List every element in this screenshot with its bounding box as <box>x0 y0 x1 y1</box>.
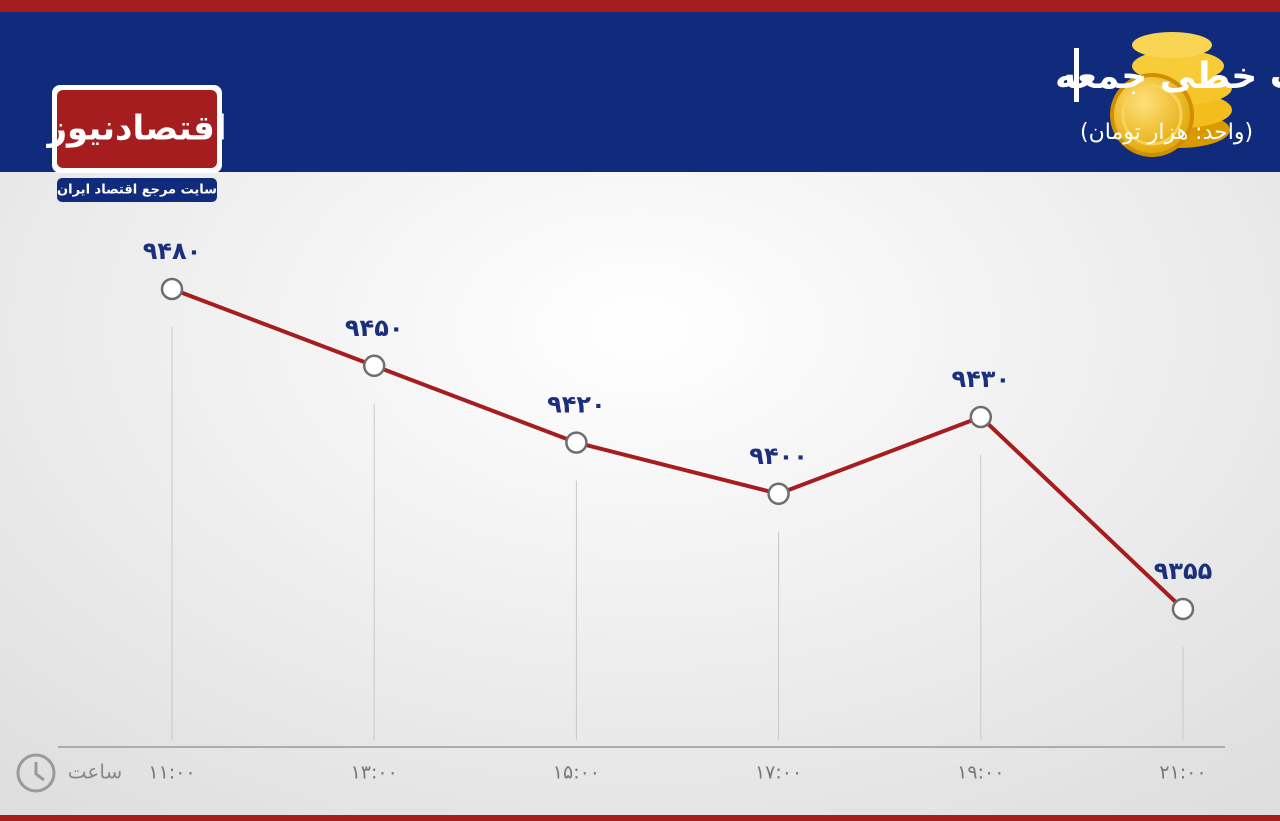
point-marker <box>565 431 588 454</box>
x-tick-label: ۱۵:۰۰ <box>553 762 600 784</box>
point-marker <box>160 277 184 301</box>
value-label: ۹۴۳۰ <box>952 365 1011 393</box>
x-tick-label: ۲۱:۰۰ <box>1159 762 1206 784</box>
x-tick-label: ۱۹:۰۰ <box>957 762 1004 784</box>
value-label: ۹۴۲۰ <box>547 391 606 419</box>
x-tick-label: ۱۷:۰۰ <box>755 762 802 784</box>
chart-subtitle: (واحد: هزار تومان) <box>1080 120 1253 145</box>
series-line <box>171 287 1185 611</box>
x-tick-label: ۱۱:۰۰ <box>148 762 195 784</box>
coins-icon <box>1110 32 1232 157</box>
chart-title: رفتار سکه در معاملات پشت خطی جمعه <box>1055 56 1280 97</box>
logo-tagline: سایت مرجع اقتصاد ایران <box>57 183 217 198</box>
value-label: ۹۴۰۰ <box>749 442 808 470</box>
point-marker <box>767 482 790 506</box>
x-axis-label: ساعت <box>68 760 122 784</box>
value-label: ۹۴۵۰ <box>345 314 404 342</box>
top-stripe <box>0 0 1280 12</box>
point-marker <box>1171 597 1195 621</box>
clock-icon <box>16 753 56 793</box>
point-marker <box>362 354 386 378</box>
bottom-stripe <box>0 815 1280 821</box>
value-label: ۹۴۸۰ <box>143 237 202 265</box>
value-label: ۹۳۵۵ <box>1154 557 1213 585</box>
x-tick-label: ۱۳:۰۰ <box>351 762 398 784</box>
point-marker <box>969 405 993 429</box>
logo-text: اقتصادنیوز <box>45 109 226 149</box>
title-bar <box>1074 48 1079 102</box>
logo: اقتصادنیوز سایت مرجع اقتصاد ایران <box>45 85 227 202</box>
